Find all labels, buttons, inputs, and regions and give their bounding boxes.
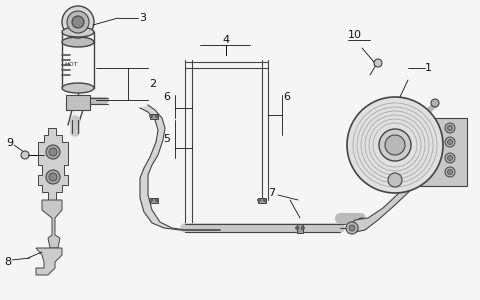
Text: 2: 2 <box>149 79 156 89</box>
Circle shape <box>445 137 455 147</box>
Circle shape <box>67 11 89 33</box>
Circle shape <box>156 115 158 118</box>
Polygon shape <box>66 95 90 110</box>
Circle shape <box>447 155 453 160</box>
Circle shape <box>296 226 299 230</box>
Circle shape <box>301 226 304 230</box>
Polygon shape <box>36 248 62 275</box>
Bar <box>150 113 158 119</box>
Bar <box>297 224 303 232</box>
Bar <box>258 197 266 202</box>
Circle shape <box>347 97 443 193</box>
Text: 1: 1 <box>424 63 432 73</box>
Circle shape <box>445 123 455 133</box>
Text: 5: 5 <box>163 134 170 144</box>
Circle shape <box>445 167 455 177</box>
Circle shape <box>149 199 153 202</box>
Circle shape <box>149 115 153 118</box>
Circle shape <box>346 222 358 234</box>
Circle shape <box>46 170 60 184</box>
Text: 9: 9 <box>6 138 13 148</box>
Polygon shape <box>38 128 68 200</box>
Bar <box>415 118 467 186</box>
Circle shape <box>447 125 453 130</box>
Polygon shape <box>348 172 415 232</box>
Circle shape <box>62 6 94 38</box>
Polygon shape <box>140 105 220 230</box>
Text: 4: 4 <box>222 35 229 45</box>
Ellipse shape <box>62 83 94 93</box>
Circle shape <box>46 145 60 159</box>
Circle shape <box>264 199 266 202</box>
Text: 10: 10 <box>348 30 362 40</box>
Circle shape <box>388 173 402 187</box>
Circle shape <box>49 148 57 156</box>
Text: 6: 6 <box>284 92 290 102</box>
Text: 3: 3 <box>140 13 146 23</box>
Circle shape <box>349 225 355 231</box>
Circle shape <box>257 199 261 202</box>
Circle shape <box>447 140 453 145</box>
Polygon shape <box>42 200 62 248</box>
Text: HOT: HOT <box>64 62 78 68</box>
Circle shape <box>21 151 29 159</box>
Text: 8: 8 <box>4 257 12 267</box>
Circle shape <box>49 173 57 181</box>
Circle shape <box>72 16 84 28</box>
Circle shape <box>447 169 453 175</box>
Bar <box>150 197 158 202</box>
Text: 7: 7 <box>268 188 275 198</box>
Circle shape <box>379 129 411 161</box>
Text: 6: 6 <box>163 92 170 102</box>
Circle shape <box>156 199 158 202</box>
Ellipse shape <box>62 27 94 37</box>
Ellipse shape <box>62 37 94 47</box>
Ellipse shape <box>431 99 439 107</box>
Circle shape <box>445 153 455 163</box>
Circle shape <box>385 135 405 155</box>
Circle shape <box>374 59 382 67</box>
Ellipse shape <box>357 218 367 228</box>
